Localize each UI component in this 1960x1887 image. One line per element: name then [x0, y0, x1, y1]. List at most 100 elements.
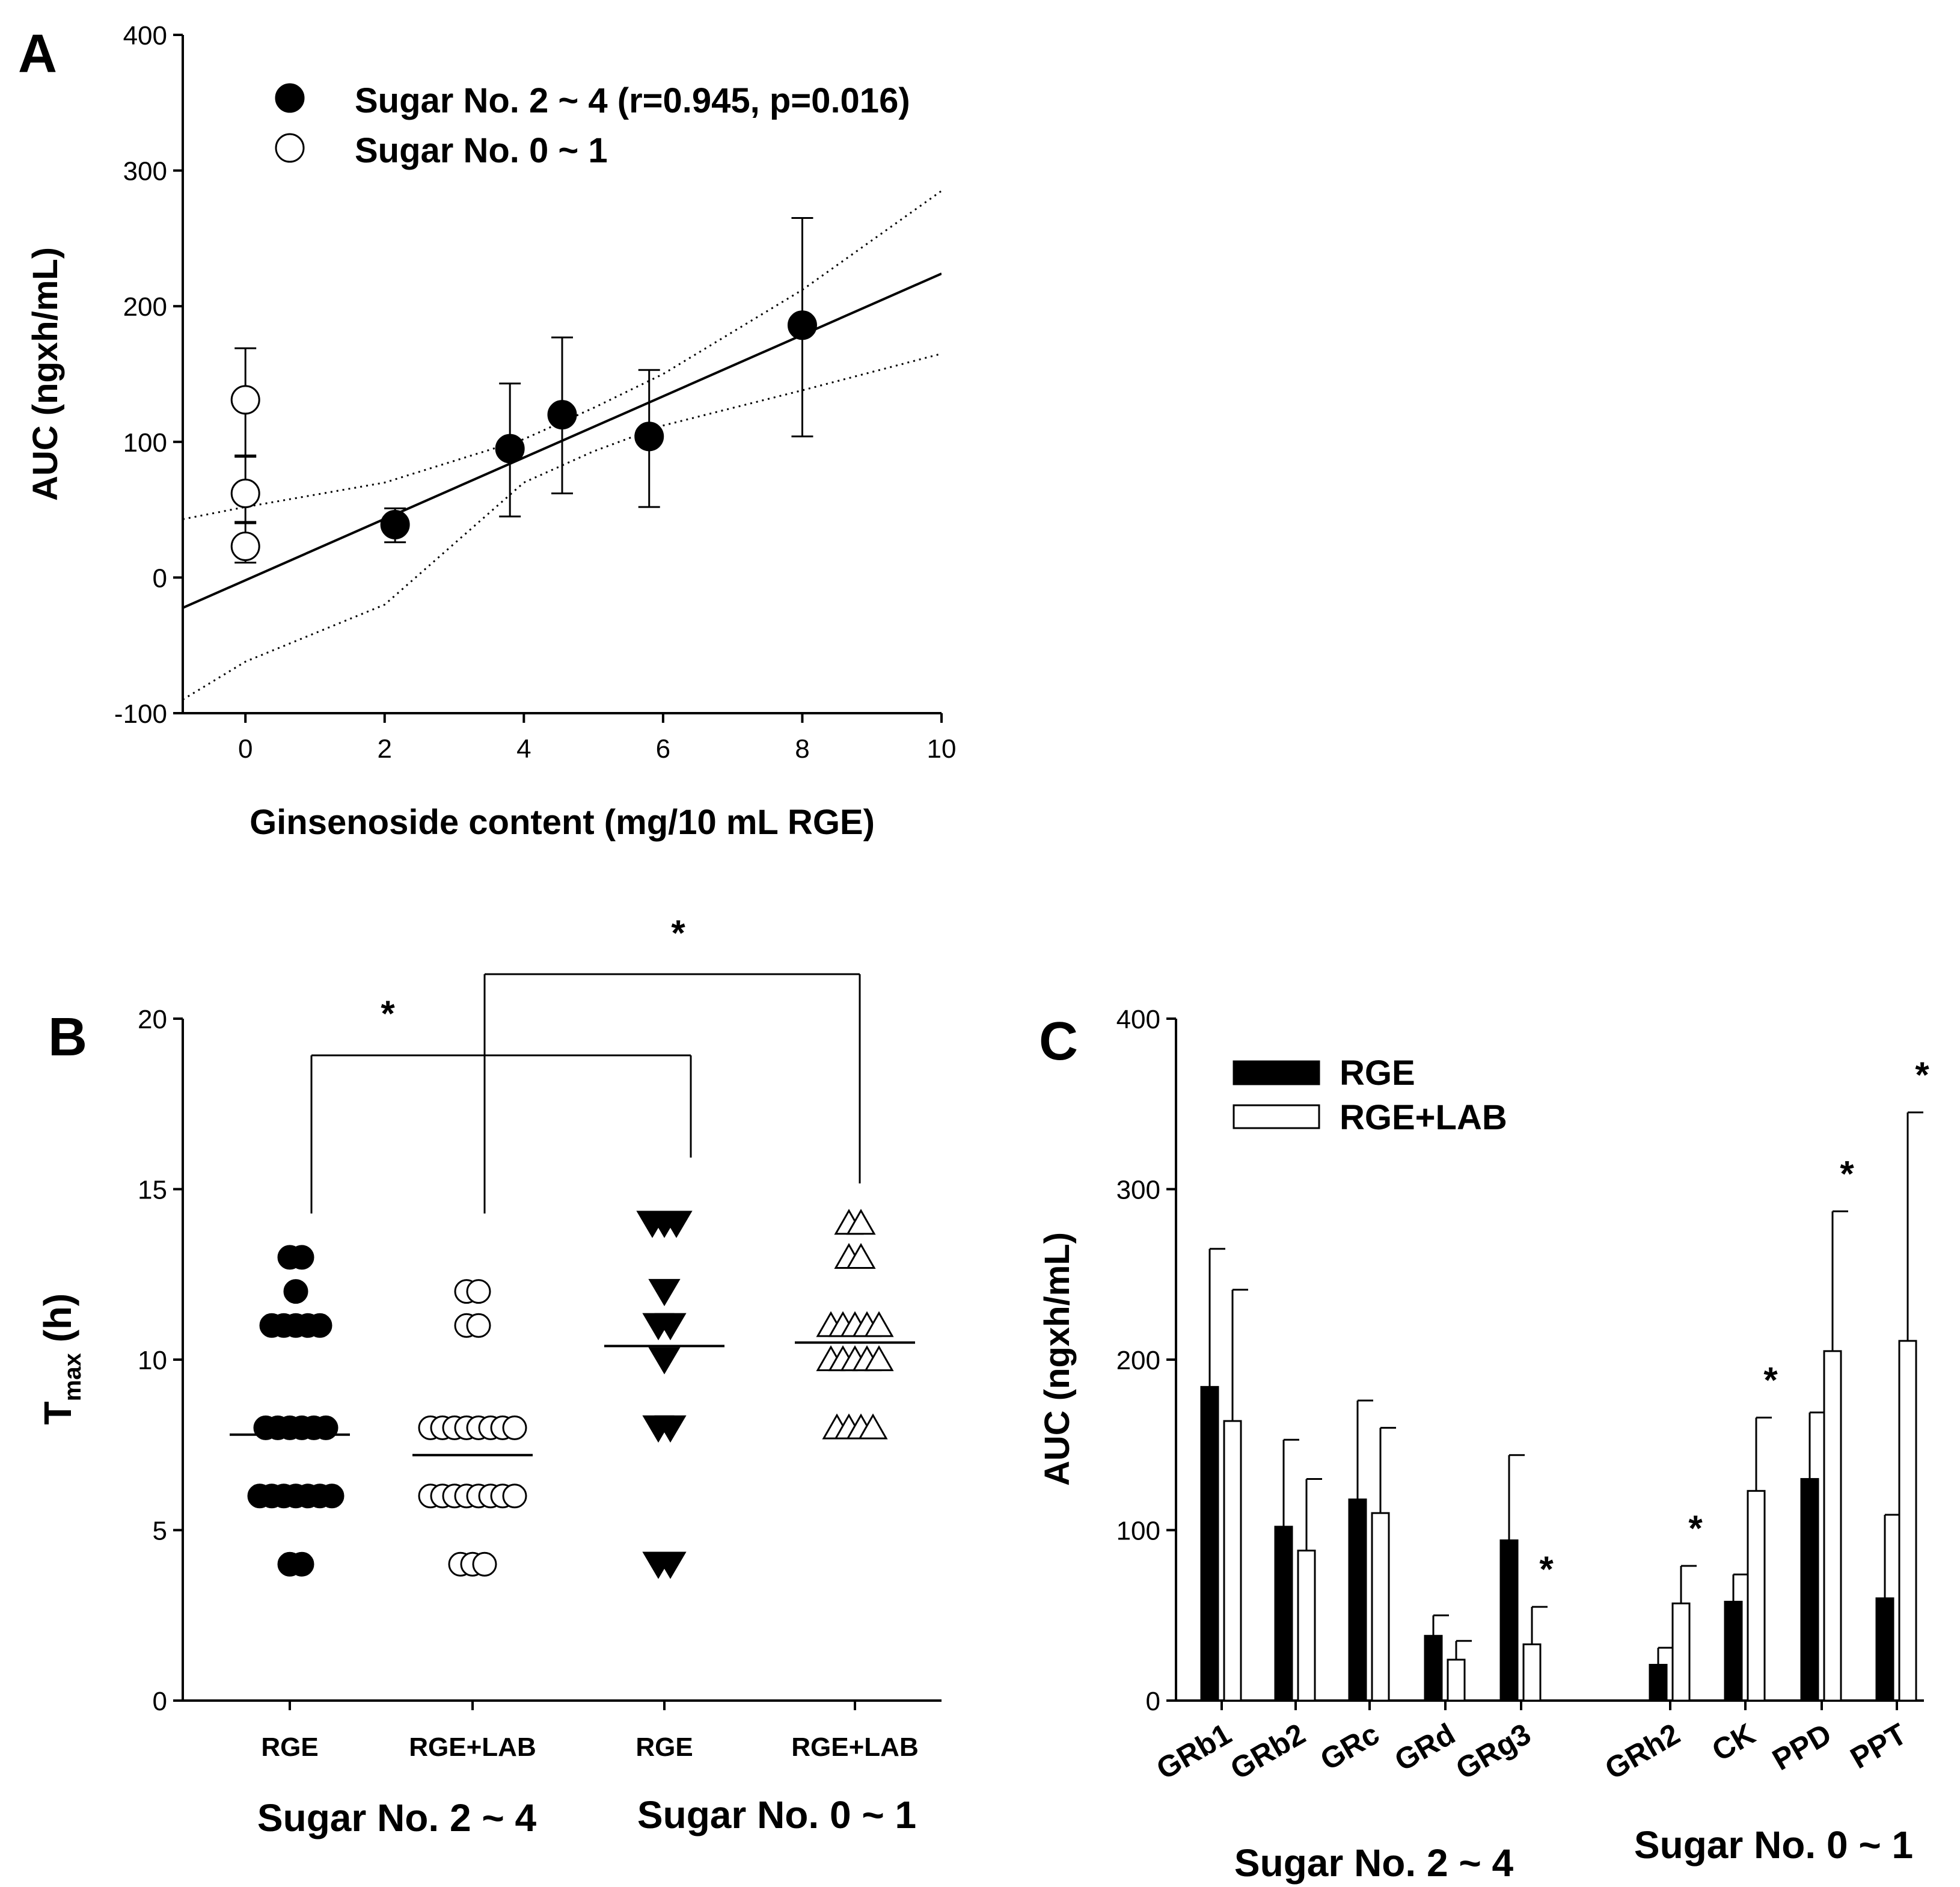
panel-c-bars: * * * * *	[1200, 1055, 1929, 1702]
data-point	[864, 1345, 894, 1372]
panel-b-label: B	[48, 1007, 87, 1067]
bar-rge-lab	[1898, 1340, 1917, 1702]
legend-open-circle-marker	[275, 133, 305, 163]
filled-data-point	[495, 434, 525, 464]
bar-rge-lab	[1297, 1550, 1316, 1702]
significance-star: *	[671, 913, 685, 953]
y-tick-label: 15	[138, 1176, 167, 1205]
x-tick-label: 6	[656, 734, 670, 764]
panel-c-label: C	[1039, 1011, 1078, 1072]
bar-rge-lab	[1823, 1350, 1842, 1702]
category-label: PPD	[1766, 1717, 1837, 1777]
bar-rge	[1424, 1634, 1443, 1702]
bar-rge-lab	[1747, 1490, 1766, 1702]
y-tick-label: 200	[123, 292, 167, 322]
y-axis-label-unit: (h)	[36, 1293, 79, 1354]
legend-rge-lab-swatch	[1233, 1104, 1320, 1129]
open-data-point	[230, 385, 260, 415]
data-point	[858, 1413, 888, 1440]
panel-b-y-axis-label: Tmax (h)	[36, 1293, 86, 1425]
legend-rge-label: RGE	[1340, 1054, 1415, 1093]
bar-rge	[1724, 1601, 1743, 1702]
category-label: RGE+LAB	[409, 1732, 536, 1762]
y-axis-label-main: T	[36, 1401, 79, 1425]
filled-data-point	[380, 509, 410, 539]
category-label: GRh2	[1599, 1717, 1685, 1786]
legend-series-2-label: Sugar No. 0 ~ 1	[355, 131, 608, 170]
y-tick-label: 0	[1146, 1687, 1160, 1716]
legend-rge-swatch	[1233, 1060, 1320, 1085]
bar-rge	[1200, 1385, 1219, 1702]
panel-b-x-ticks	[289, 1701, 856, 1710]
data-point	[466, 1313, 491, 1338]
panel-b-significance-brackets: **	[310, 913, 861, 1214]
data-point	[648, 1278, 681, 1307]
x-tick-label: 0	[238, 734, 253, 764]
panel-a-y-ticks: -100 0 100 200 300 400	[114, 21, 183, 729]
significance-star: *	[1915, 1055, 1929, 1095]
bar-rge-lab	[1447, 1658, 1466, 1702]
category-label: PPT	[1845, 1717, 1912, 1775]
significance-star: *	[381, 993, 395, 1034]
bar-rge	[1649, 1663, 1668, 1702]
x-tick-label: 2	[378, 734, 392, 764]
data-point	[307, 1313, 332, 1338]
data-point	[502, 1484, 527, 1509]
data-point	[472, 1551, 497, 1577]
category-label: RGE+LAB	[791, 1732, 918, 1762]
y-tick-label: 20	[138, 1005, 167, 1034]
legend-series-1-label: Sugar No. 2 ~ 4 (r=0.945, p=0.016)	[355, 81, 910, 120]
y-tick-label: 400	[123, 21, 167, 51]
data-point	[864, 1311, 894, 1337]
panel-c-group-label-2: Sugar No. 0 ~ 1	[1634, 1823, 1913, 1867]
panel-b-points	[247, 1209, 894, 1579]
data-point	[289, 1245, 314, 1270]
panel-b-y-ticks: 0 5 10 15 20	[138, 1005, 183, 1716]
significance-star: *	[1840, 1153, 1854, 1194]
y-tick-label: 0	[153, 1687, 167, 1716]
data-point	[648, 1347, 681, 1375]
y-tick-label: 0	[153, 563, 167, 593]
panel-a-label: A	[18, 24, 57, 84]
data-point	[654, 1415, 687, 1443]
significance-star: *	[1763, 1360, 1778, 1400]
category-label: RGE	[635, 1732, 693, 1762]
data-point	[654, 1313, 687, 1340]
category-label: GRb1	[1151, 1717, 1237, 1786]
panel-a-y-axis-label: AUC (ngxh/mL)	[26, 247, 65, 501]
category-label: CK	[1706, 1717, 1761, 1768]
open-data-point	[230, 479, 260, 509]
panel-b-group-label-1: Sugar No. 2 ~ 4	[257, 1796, 537, 1839]
filled-data-point	[787, 310, 817, 340]
x-tick-label: 4	[516, 734, 531, 764]
y-tick-label: 200	[1116, 1346, 1160, 1375]
panel-a-x-axis-label: Ginsenoside content (mg/10 mL RGE)	[250, 803, 875, 842]
panel-c-group-label-1: Sugar No. 2 ~ 4	[1234, 1841, 1514, 1885]
open-data-point	[230, 532, 260, 562]
panel-b-category-labels: RGE RGE+LAB RGE RGE+LAB	[261, 1732, 918, 1762]
bar-rge	[1800, 1477, 1819, 1702]
data-point	[289, 1551, 314, 1577]
panel-a: A -100 0 100 200 300 400 0 2 4 6 8 10 Sugar No. 2 …	[18, 21, 956, 842]
category-label: GRd	[1389, 1717, 1460, 1778]
data-point	[319, 1484, 345, 1509]
y-tick-label: 400	[1116, 1005, 1160, 1034]
panel-b-group-label-2: Sugar No. 0 ~ 1	[637, 1793, 916, 1836]
data-point	[502, 1415, 527, 1440]
data-point	[660, 1210, 693, 1238]
y-tick-label: 100	[123, 428, 167, 458]
filled-data-point	[547, 400, 577, 430]
filled-data-point	[634, 422, 664, 452]
legend-filled-circle-marker	[275, 83, 305, 113]
bar-rge	[1875, 1597, 1894, 1702]
data-point	[466, 1279, 491, 1304]
panel-a-points	[230, 310, 817, 562]
data-point	[846, 1242, 876, 1269]
panel-a-error-bars	[234, 217, 813, 564]
category-label: GRb2	[1225, 1717, 1311, 1786]
y-tick-label: 5	[153, 1517, 167, 1546]
